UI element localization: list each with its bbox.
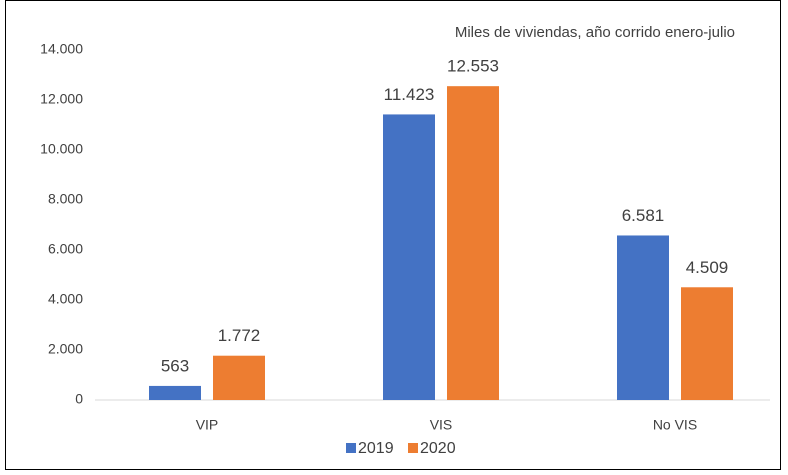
y-tick-label: 14.000	[40, 41, 83, 57]
y-tick-label: 0	[75, 391, 83, 407]
legend-label: 2019	[358, 440, 394, 457]
y-tick-label: 10.000	[40, 141, 83, 157]
chart-subtitle: Miles de viviendas, año corrido enero-ju…	[455, 24, 735, 41]
data-label: 11.423	[384, 85, 435, 104]
data-label: 563	[161, 356, 189, 375]
y-tick-label: 12.000	[40, 91, 83, 107]
bar	[617, 235, 669, 400]
data-label: 1.772	[218, 326, 261, 345]
bar	[213, 355, 265, 400]
y-tick-label: 6.000	[48, 241, 83, 257]
legend-swatch	[346, 443, 356, 453]
data-label: 6.581	[622, 206, 665, 225]
bar	[383, 114, 435, 401]
data-label: 4.509	[686, 258, 729, 277]
y-tick-label: 8.000	[48, 191, 83, 207]
bar	[447, 86, 499, 401]
y-tick-label: 2.000	[48, 341, 83, 357]
data-label: 12.553	[447, 57, 499, 76]
bar	[681, 287, 733, 400]
y-tick-label: 4.000	[48, 291, 83, 307]
legend-label: 2020	[420, 440, 456, 457]
legend-swatch	[408, 443, 418, 453]
x-tick-label: VIS	[430, 417, 453, 433]
x-tick-label: No VIS	[653, 417, 697, 433]
bar	[149, 385, 201, 400]
x-tick-label: VIP	[196, 417, 219, 433]
